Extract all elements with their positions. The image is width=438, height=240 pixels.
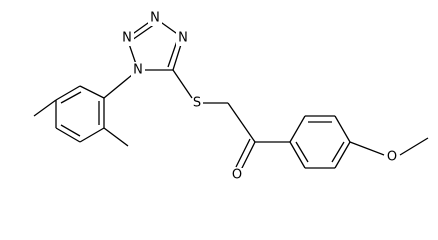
bond <box>172 69 193 99</box>
bond <box>289 141 306 169</box>
molecule-diagram: N N N N S O O <box>33 10 429 183</box>
bond <box>103 127 129 147</box>
label-bg <box>148 10 162 26</box>
label-bg <box>230 168 244 183</box>
bond <box>79 85 105 99</box>
bond <box>331 141 345 163</box>
page: {"atoms": ["N", "N", "N", "N", "S", "O",… <box>33 10 429 183</box>
atom-label: N <box>178 31 188 46</box>
atom-label: N <box>150 11 160 26</box>
bond <box>60 91 82 104</box>
bond <box>295 141 309 163</box>
atom-label: O <box>387 150 397 165</box>
bond <box>289 115 306 143</box>
bond <box>55 85 81 101</box>
bond <box>131 23 156 41</box>
bond <box>60 124 81 137</box>
label-bg <box>131 62 145 78</box>
atom-labels: N N N N S O O <box>120 10 397 183</box>
atom-label: N <box>133 63 143 78</box>
bond <box>399 137 429 156</box>
bond <box>55 127 81 143</box>
atom-label: S <box>193 96 201 111</box>
bond <box>33 99 57 117</box>
bond <box>334 141 351 169</box>
bond <box>349 141 385 156</box>
atom-label: N <box>122 31 132 46</box>
bond <box>227 102 256 143</box>
bond <box>167 40 178 68</box>
bond <box>334 115 351 143</box>
atom-label: O <box>232 168 242 183</box>
bonds <box>33 17 429 171</box>
bond <box>240 141 256 171</box>
label-bg <box>120 30 134 46</box>
label-bg <box>176 30 190 46</box>
bond <box>235 138 251 168</box>
bond <box>79 127 105 143</box>
